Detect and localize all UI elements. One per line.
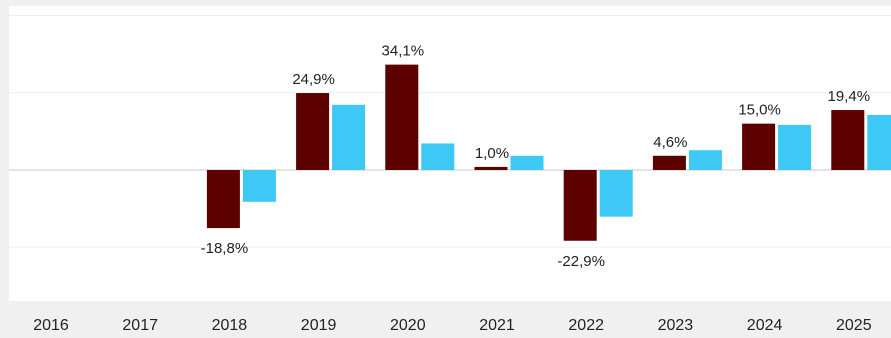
x-tick-label: 2019 xyxy=(301,317,337,334)
bar-series-1 xyxy=(206,170,240,229)
data-label: 19,4% xyxy=(828,88,871,105)
bar-series-1 xyxy=(296,93,330,170)
x-tick-label: 2023 xyxy=(658,317,694,334)
x-tick-label: 2022 xyxy=(568,317,604,334)
x-tick-label: 2021 xyxy=(479,317,515,334)
bar-series-1 xyxy=(652,155,686,170)
bar-series-1 xyxy=(563,170,597,241)
x-tick-label: 2018 xyxy=(212,317,248,334)
data-label: 1,0% xyxy=(475,145,509,162)
bar-series-1 xyxy=(385,64,419,170)
x-tick-label: 2025 xyxy=(836,317,872,334)
x-axis: 2016 2017 2018 2019 2020 2021 2022 2023 2024 2025 xyxy=(33,317,871,334)
data-label: 4,6% xyxy=(653,134,687,151)
bar-series-1 xyxy=(474,166,508,170)
bar-series-2 xyxy=(332,104,366,170)
bars xyxy=(206,64,891,241)
bar-series-2 xyxy=(510,155,544,170)
bar-series-2 xyxy=(688,150,722,170)
data-label: 24,9% xyxy=(292,71,335,88)
gridlines xyxy=(9,15,891,248)
x-tick-label: 2020 xyxy=(390,317,426,334)
data-label: -18,8% xyxy=(201,240,249,257)
data-label: 34,1% xyxy=(382,43,425,60)
bar-series-1 xyxy=(742,123,776,170)
data-label: 15,0% xyxy=(738,102,781,119)
x-tick-label: 2024 xyxy=(747,317,783,334)
bar-series-2 xyxy=(867,114,891,170)
bar-series-2 xyxy=(778,124,812,170)
bar-series-1 xyxy=(831,110,865,170)
bar-series-2 xyxy=(599,170,633,217)
x-tick-label: 2017 xyxy=(122,317,158,334)
bar-series-2 xyxy=(242,170,276,202)
data-label: -22,9% xyxy=(557,253,605,270)
bar-series-2 xyxy=(421,143,455,170)
data-labels: -18,8% 24,9% 34,1% 1,0% -22,9% 4,6% 15,0% 19,4% xyxy=(201,43,870,270)
x-tick-label: 2016 xyxy=(33,317,69,334)
